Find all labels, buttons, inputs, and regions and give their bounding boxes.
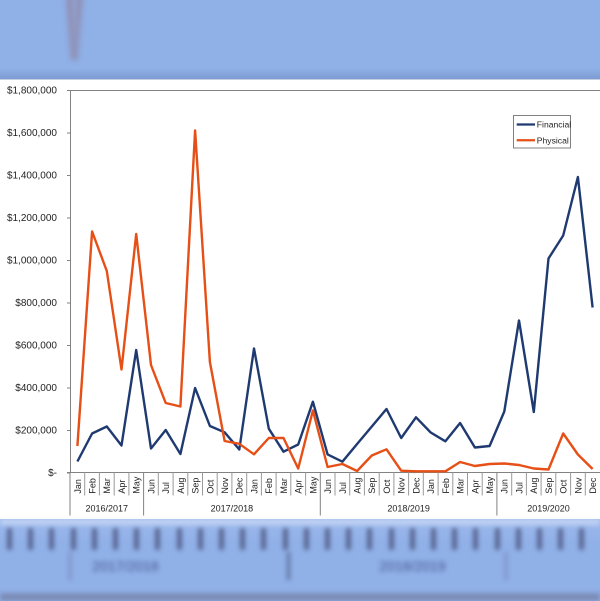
svg-text:Jan: Jan: [73, 479, 83, 494]
svg-text:Oct: Oct: [559, 479, 569, 494]
svg-text:May: May: [485, 476, 495, 494]
svg-text:Aug: Aug: [529, 478, 539, 494]
svg-text:Sep: Sep: [191, 478, 201, 494]
svg-text:Sep: Sep: [367, 478, 377, 494]
svg-text:Aug: Aug: [353, 478, 363, 494]
svg-text:$400,000: $400,000: [15, 383, 57, 394]
svg-text:$1,200,000: $1,200,000: [7, 213, 57, 224]
svg-text:Nov: Nov: [397, 477, 407, 494]
svg-text:Jul: Jul: [161, 482, 171, 494]
svg-text:Jul: Jul: [338, 482, 348, 494]
svg-text:Apr: Apr: [117, 480, 127, 494]
svg-text:Dec: Dec: [588, 477, 598, 494]
svg-text:Jan: Jan: [426, 479, 436, 494]
svg-text:Apr: Apr: [470, 480, 480, 494]
svg-text:Nov: Nov: [573, 477, 583, 494]
svg-text:$1,600,000: $1,600,000: [7, 128, 57, 139]
svg-text:2016/2017: 2016/2017: [86, 504, 129, 514]
svg-text:$1,800,000: $1,800,000: [7, 86, 57, 97]
svg-text:Feb: Feb: [264, 478, 274, 494]
svg-text:Jul: Jul: [514, 482, 524, 494]
svg-text:$600,000: $600,000: [15, 341, 57, 352]
svg-text:Mar: Mar: [456, 478, 466, 494]
svg-text:2018/2019: 2018/2019: [387, 504, 430, 514]
svg-text:Dec: Dec: [235, 477, 245, 494]
svg-text:Apr: Apr: [294, 480, 304, 494]
svg-text:Nov: Nov: [220, 477, 230, 494]
svg-text:2017/2018: 2017/2018: [211, 504, 254, 514]
svg-text:Financial: Financial: [537, 120, 571, 130]
svg-text:Jun: Jun: [146, 479, 156, 494]
svg-text:Oct: Oct: [205, 479, 215, 494]
svg-text:$200,000: $200,000: [15, 426, 57, 437]
svg-text:Feb: Feb: [441, 478, 451, 494]
svg-text:$800,000: $800,000: [15, 298, 57, 309]
svg-text:Jan: Jan: [249, 479, 259, 494]
svg-text:2019/2020: 2019/2020: [527, 504, 570, 514]
svg-text:Feb: Feb: [88, 478, 98, 494]
svg-text:$-: $-: [48, 468, 57, 479]
svg-text:$1,400,000: $1,400,000: [7, 171, 57, 182]
svg-text:May: May: [308, 476, 318, 494]
svg-text:$1,000,000: $1,000,000: [7, 256, 57, 267]
svg-text:Jun: Jun: [323, 479, 333, 494]
svg-text:May: May: [132, 476, 142, 494]
svg-text:Mar: Mar: [102, 478, 112, 494]
svg-text:Oct: Oct: [382, 479, 392, 494]
svg-text:Jun: Jun: [500, 479, 510, 494]
svg-text:Sep: Sep: [544, 478, 554, 494]
svg-text:Mar: Mar: [279, 478, 289, 494]
svg-text:Physical: Physical: [537, 135, 569, 145]
svg-text:Dec: Dec: [411, 477, 421, 494]
svg-text:Aug: Aug: [176, 478, 186, 494]
